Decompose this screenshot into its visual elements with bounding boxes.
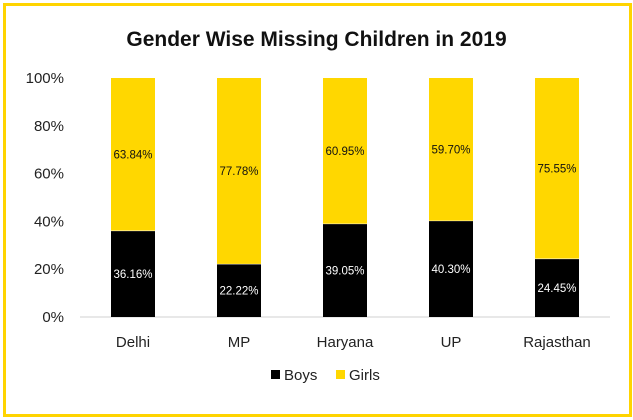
data-label-boys: 24.45%	[537, 283, 576, 295]
bar-girls	[323, 78, 367, 224]
bar-boys	[323, 223, 367, 317]
bar-boys	[111, 230, 155, 317]
chart-frame	[3, 3, 632, 417]
y-tick-label: 40%	[34, 213, 64, 230]
x-tick-label: Haryana	[317, 334, 374, 351]
data-label-girls: 60.95%	[325, 146, 364, 158]
x-tick-label: MP	[228, 334, 251, 351]
bar-girls	[217, 78, 261, 264]
bar-boys	[535, 258, 579, 317]
bar-boys	[217, 263, 261, 317]
x-tick-label: Delhi	[116, 334, 150, 351]
x-tick-label: UP	[441, 334, 462, 351]
legend-label-boys: Boys	[284, 367, 317, 384]
y-tick-label: 0%	[42, 309, 64, 326]
legend-swatch-boys	[271, 370, 280, 379]
y-tick-label: 80%	[34, 118, 64, 135]
data-label-girls: 77.78%	[219, 166, 258, 178]
bar-girls	[429, 78, 473, 221]
legend-swatch-girls	[336, 370, 345, 379]
x-tick-label: Rajasthan	[523, 334, 591, 351]
data-label-girls: 59.70%	[431, 144, 470, 156]
y-tick-label: 60%	[34, 166, 64, 183]
y-tick-label: 100%	[26, 70, 64, 87]
data-label-boys: 36.16%	[113, 269, 152, 281]
data-label-boys: 40.30%	[431, 264, 470, 276]
bar-girls	[111, 78, 155, 231]
bar-boys	[429, 220, 473, 317]
data-label-boys: 39.05%	[325, 265, 364, 277]
y-tick-label: 20%	[34, 261, 64, 278]
data-label-girls: 75.55%	[537, 163, 576, 175]
legend-label-girls: Girls	[349, 367, 380, 384]
chart-title: Gender Wise Missing Children in 2019	[126, 28, 507, 51]
data-label-boys: 22.22%	[219, 285, 258, 297]
bar-girls	[535, 78, 579, 259]
data-label-girls: 63.84%	[113, 149, 152, 161]
